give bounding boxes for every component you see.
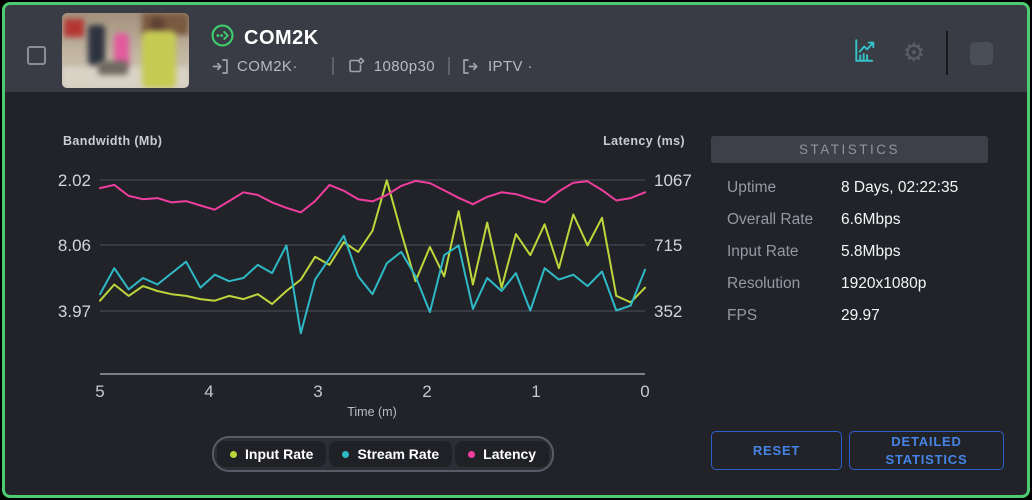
- stat-row-fps: FPS 29.97: [727, 307, 880, 324]
- chart-legend: Input Rate Stream Rate Latency: [212, 436, 555, 472]
- panel-toggle-button[interactable]: [970, 41, 993, 65]
- latency-dot-icon: [468, 450, 476, 458]
- stat-row-resolution: Resolution 1920x1080p: [727, 275, 927, 292]
- svg-text:12.02: 12.02: [58, 171, 91, 190]
- stat-row-uptime: Uptime 8 Days, 02:22:35: [727, 179, 959, 196]
- right-axis-title: Latency (ms): [603, 134, 685, 148]
- output-icon: [462, 58, 479, 75]
- svg-text:5: 5: [95, 382, 104, 401]
- encoder-icon: [347, 57, 365, 75]
- video-preview-thumbnail[interactable]: [62, 13, 189, 88]
- thumb-detail: [150, 17, 165, 32]
- svg-text:715: 715: [654, 236, 682, 255]
- chart-icon: [854, 38, 879, 68]
- output-label[interactable]: IPTV ·: [487, 57, 533, 75]
- settings-button[interactable]: ⚙: [890, 33, 938, 73]
- divider: [331, 57, 334, 75]
- svg-text:352: 352: [654, 302, 682, 321]
- legend-item-stream-rate[interactable]: Stream Rate: [329, 441, 453, 467]
- thumb-detail: [64, 19, 84, 37]
- svg-text:0: 0: [640, 382, 649, 401]
- thumb-detail: [142, 31, 176, 88]
- stream-active-icon: [211, 24, 234, 52]
- legend-item-latency[interactable]: Latency: [455, 441, 550, 467]
- statistics-panel-title: STATISTICS: [711, 136, 988, 163]
- svg-text:3: 3: [313, 382, 322, 401]
- input-name[interactable]: COM2K·: [237, 57, 298, 75]
- stream-title: COM2K: [244, 26, 319, 49]
- thumb-detail: [114, 33, 129, 67]
- svg-text:8.06: 8.06: [58, 236, 91, 255]
- encoding-label[interactable]: 1080p30: [373, 57, 435, 75]
- reset-button[interactable]: RESET: [711, 431, 842, 470]
- left-axis-title: Bandwidth (Mb): [63, 134, 162, 148]
- legend-item-input-rate[interactable]: Input Rate: [217, 441, 327, 467]
- gear-icon: ⚙: [902, 38, 926, 67]
- input-rate-dot-icon: [230, 450, 237, 458]
- stat-row-overall-rate: Overall Rate 6.6Mbps: [727, 211, 901, 228]
- svg-text:3.97: 3.97: [58, 302, 91, 321]
- thumb-detail: [88, 25, 105, 65]
- chart-toggle-button[interactable]: [842, 33, 890, 73]
- svg-text:2: 2: [422, 382, 431, 401]
- statistics-rows: Uptime 8 Days, 02:22:35 Overall Rate 6.6…: [711, 172, 988, 332]
- svg-text:1067: 1067: [654, 171, 692, 190]
- svg-text:1: 1: [531, 382, 540, 401]
- select-checkbox[interactable]: [27, 46, 46, 65]
- thumb-detail: [98, 61, 128, 75]
- divider: [946, 31, 948, 75]
- stream-rate-dot-icon: [342, 450, 350, 458]
- input-icon: [212, 58, 229, 75]
- stream-header: COM2K COM2K·: [5, 5, 1027, 92]
- svg-text:4: 4: [204, 382, 213, 401]
- bandwidth-latency-chart: Bandwidth (Mb) Latency (ms) Time (m) 12.…: [48, 128, 703, 428]
- divider: [447, 57, 450, 75]
- stat-row-input-rate: Input Rate 5.8Mbps: [727, 243, 901, 260]
- detailed-statistics-button[interactable]: DETAILED STATISTICS: [849, 431, 1004, 470]
- x-axis-title: Time (m): [347, 405, 397, 419]
